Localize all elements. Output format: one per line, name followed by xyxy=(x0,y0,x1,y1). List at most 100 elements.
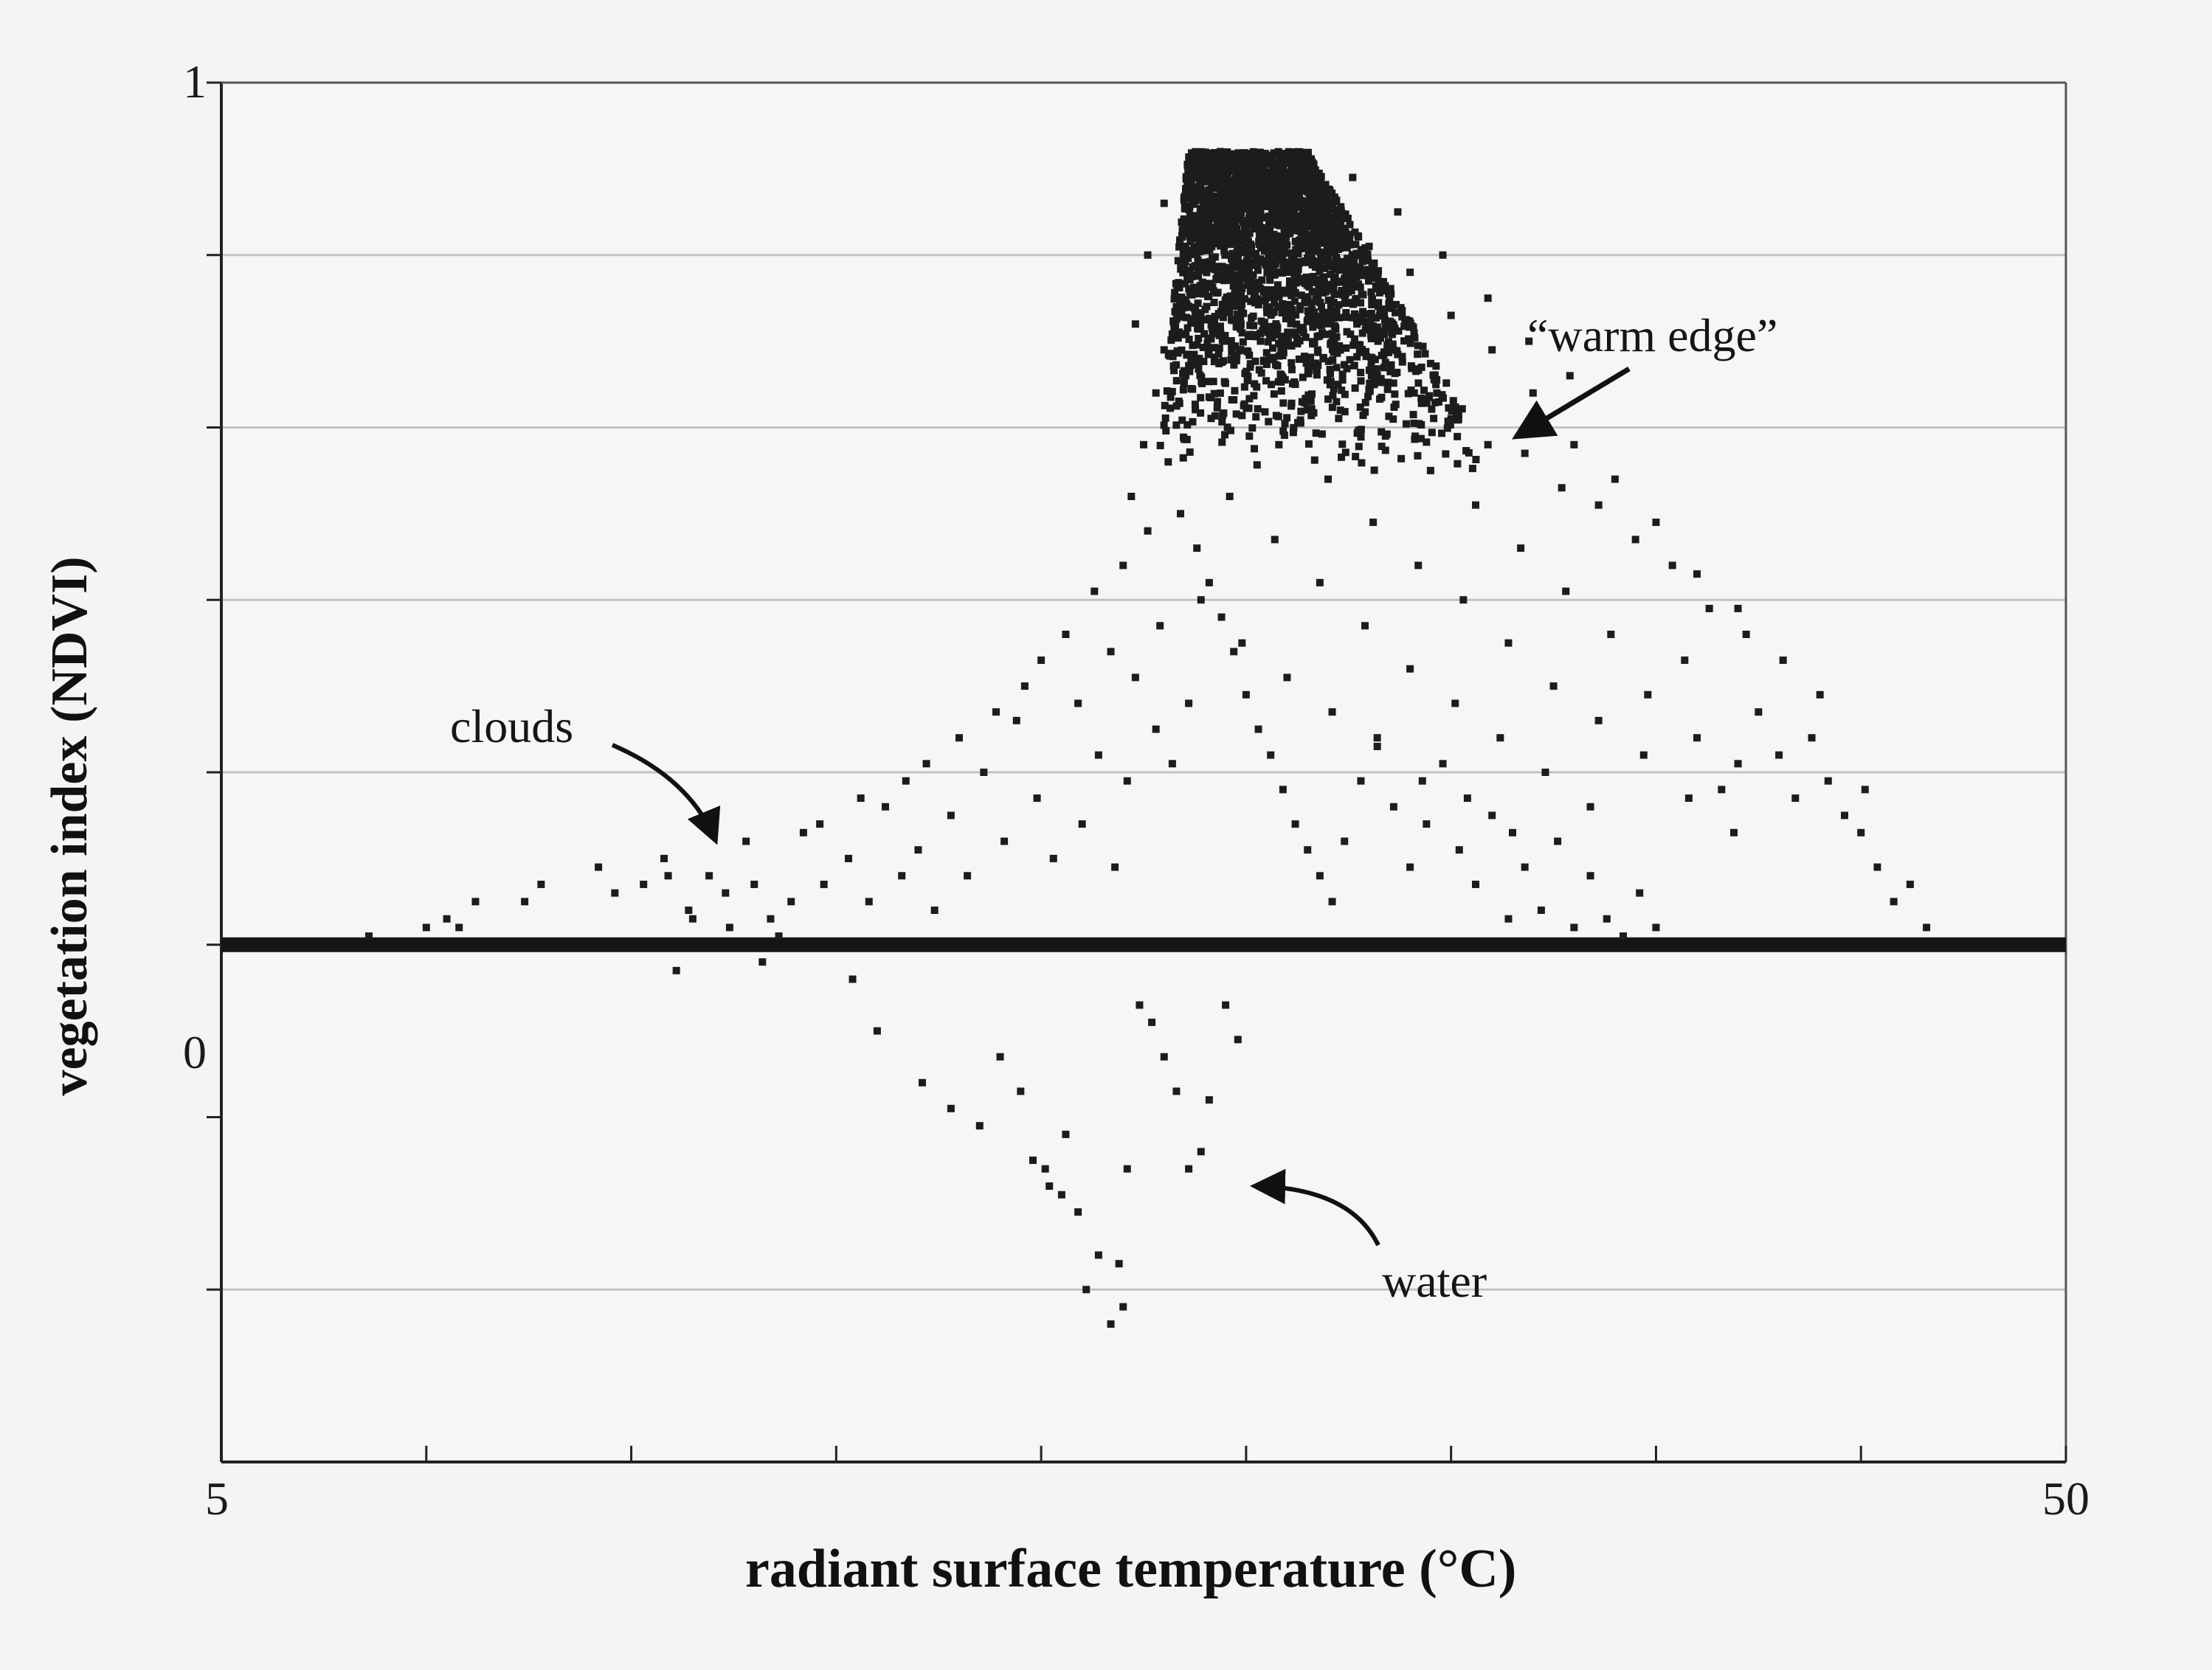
core-point-2499 xyxy=(1192,244,1200,252)
core-point-2575 xyxy=(1371,356,1379,364)
core-point-125 xyxy=(1156,442,1164,450)
core-point-2557 xyxy=(1231,342,1240,350)
core-point-2353 xyxy=(1339,230,1347,238)
core-point-2120 xyxy=(1207,229,1215,238)
core-point-2128 xyxy=(1348,264,1356,272)
core-point-2540 xyxy=(1322,204,1330,212)
annotation-arrows xyxy=(611,367,1631,1247)
core-point-1183 xyxy=(1338,376,1347,384)
data-point-135 xyxy=(1791,794,1800,803)
core-point-2583 xyxy=(1277,332,1285,340)
data-point-69 xyxy=(1045,1182,1054,1190)
core-point-2333 xyxy=(1242,150,1250,159)
core-point-566 xyxy=(1245,268,1253,277)
core-point-2465 xyxy=(1344,265,1352,273)
core-point-2392 xyxy=(1282,342,1290,350)
core-point-2196 xyxy=(1352,296,1360,304)
core-point-2591 xyxy=(1215,180,1223,188)
core-point-547 xyxy=(1369,322,1377,330)
data-point-193 xyxy=(1414,561,1423,569)
core-point-2584 xyxy=(1305,164,1313,173)
core-point-2018 xyxy=(1180,196,1188,204)
core-point-2406 xyxy=(1255,227,1263,235)
core-point-2269 xyxy=(1309,206,1317,214)
core-point-1274 xyxy=(1337,236,1345,244)
core-point-1500 xyxy=(1277,378,1285,386)
core-point-2222 xyxy=(1323,227,1331,235)
core-point-1754 xyxy=(1219,168,1227,176)
core-point-2558 xyxy=(1202,162,1210,170)
core-point-2553 xyxy=(1223,293,1231,301)
core-point-2123 xyxy=(1214,272,1222,280)
core-point-1864 xyxy=(1268,286,1276,294)
x-axis-label: radiant surface temperature (°C) xyxy=(745,1539,1517,1599)
core-point-2289 xyxy=(1389,342,1397,350)
core-point-587 xyxy=(1341,297,1349,305)
core-point-2538 xyxy=(1320,279,1328,287)
core-point-2164 xyxy=(1335,301,1343,309)
core-point-1536 xyxy=(1201,170,1209,178)
core-point-2435 xyxy=(1258,177,1266,185)
data-point-172 xyxy=(1529,389,1537,397)
core-point-2331 xyxy=(1254,295,1262,303)
data-point-38 xyxy=(857,794,865,803)
data-point-43 xyxy=(1020,682,1029,690)
core-point-2332 xyxy=(1170,325,1178,333)
core-point-1492 xyxy=(1243,249,1251,257)
core-point-1341 xyxy=(1183,421,1192,429)
data-point-114 xyxy=(1406,863,1414,871)
core-point-273 xyxy=(1458,405,1466,413)
core-point-2197 xyxy=(1334,260,1342,268)
core-point-1586 xyxy=(1305,195,1313,204)
core-point-2157 xyxy=(1236,205,1244,213)
core-point-2350 xyxy=(1257,369,1265,377)
core-point-123 xyxy=(1442,379,1451,387)
core-point-1074 xyxy=(1276,288,1284,297)
core-point-1081 xyxy=(1330,286,1338,294)
data-point-30 xyxy=(1012,716,1020,724)
core-point-2083 xyxy=(1289,260,1297,268)
core-point-1347 xyxy=(1368,294,1376,302)
core-point-2595 xyxy=(1249,162,1257,170)
core-point-2336 xyxy=(1211,240,1219,248)
data-point-77 xyxy=(1136,1001,1144,1009)
core-point-1482 xyxy=(1357,377,1365,385)
data-point-110 xyxy=(1341,837,1349,845)
core-point-2514 xyxy=(1385,348,1393,356)
core-point-2141 xyxy=(1346,221,1354,229)
core-point-2041 xyxy=(1206,314,1214,322)
data-point-191 xyxy=(1324,475,1332,483)
core-point-1522 xyxy=(1328,190,1336,198)
core-point-1004 xyxy=(1230,167,1238,175)
core-point-2268 xyxy=(1419,342,1427,350)
core-point-1404 xyxy=(1207,335,1215,343)
core-point-2053 xyxy=(1293,339,1302,347)
data-point-74 xyxy=(1107,1320,1115,1328)
core-point-2315 xyxy=(1178,232,1186,240)
core-point-1761 xyxy=(1415,420,1423,428)
core-point-2402 xyxy=(1319,257,1327,265)
core-point-1932 xyxy=(1195,365,1203,373)
core-point-1518 xyxy=(1290,178,1299,186)
core-point-1858 xyxy=(1323,330,1331,339)
core-point-2307 xyxy=(1392,301,1400,309)
core-point-871 xyxy=(1189,283,1197,291)
core-point-2475 xyxy=(1199,176,1207,184)
core-point-2344 xyxy=(1273,281,1282,289)
data-point-40 xyxy=(922,760,930,768)
core-point-1801 xyxy=(1404,389,1412,398)
core-point-1412 xyxy=(1217,308,1225,316)
core-point-2451 xyxy=(1305,223,1313,231)
core-point-709 xyxy=(1207,415,1215,423)
core-point-1644 xyxy=(1379,277,1387,285)
core-point-932 xyxy=(1304,307,1312,315)
core-point-772 xyxy=(1382,287,1390,295)
core-point-2509 xyxy=(1234,165,1242,173)
core-point-2320 xyxy=(1378,428,1386,436)
data-point-83 xyxy=(1205,1096,1213,1104)
core-point-2142 xyxy=(1369,271,1377,279)
core-point-1759 xyxy=(1214,203,1223,211)
core-point-577 xyxy=(1246,221,1254,229)
core-point-2479 xyxy=(1242,261,1251,269)
core-point-1868 xyxy=(1242,224,1251,232)
